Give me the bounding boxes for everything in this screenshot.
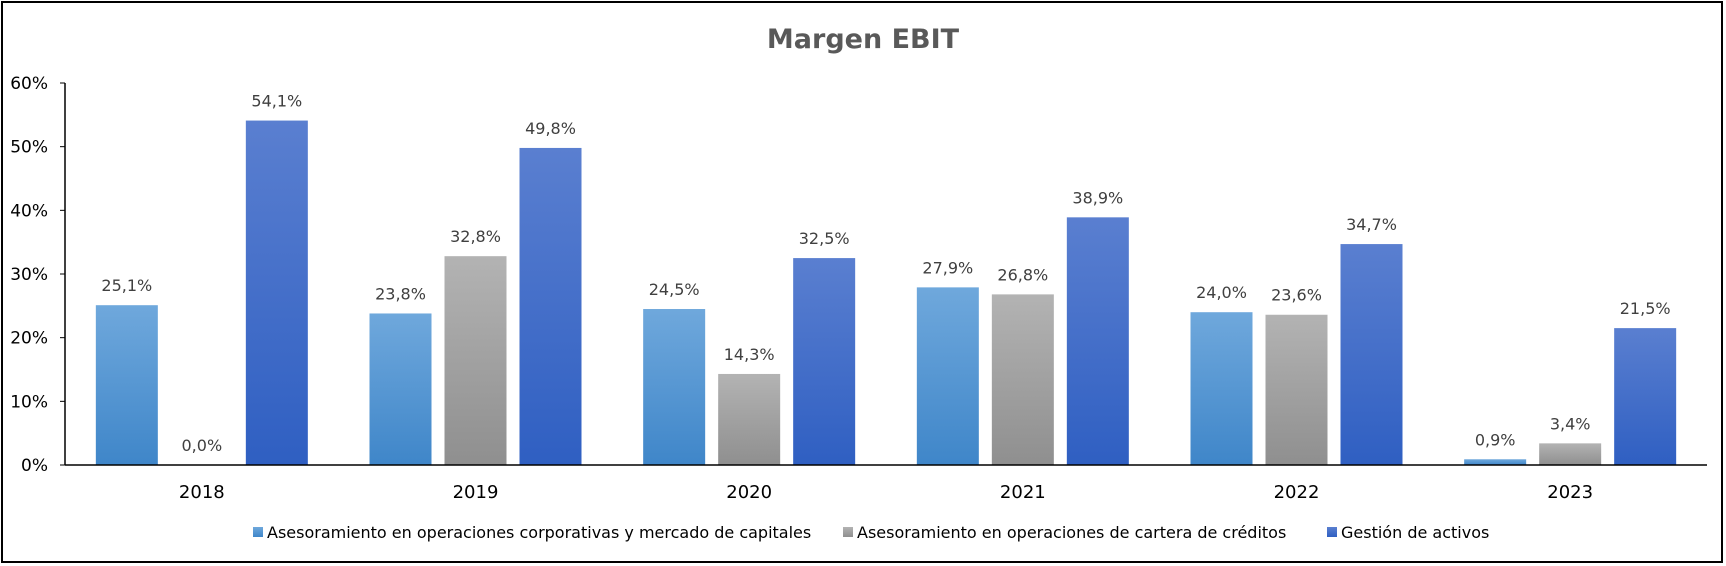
data-label: 3,4%	[1550, 414, 1591, 433]
x-tick-label: 2018	[179, 482, 225, 503]
x-tick-label: 2022	[1274, 482, 1320, 503]
bar	[1614, 328, 1677, 465]
chart-title: Margen EBIT	[767, 24, 960, 55]
x-tick-label: 2023	[1547, 482, 1593, 503]
bar	[643, 309, 706, 465]
bar	[1265, 314, 1328, 465]
bar	[991, 294, 1054, 465]
data-label: 24,0%	[1196, 283, 1247, 302]
y-axis-ticks: 0% 10% 20% 30% 40% 50% 60%	[10, 74, 65, 476]
legend-label: Asesoramiento en operaciones de cartera …	[857, 523, 1286, 542]
legend-swatch	[253, 527, 263, 537]
bar	[793, 258, 856, 465]
y-tick-label: 40%	[10, 201, 48, 221]
data-label: 32,5%	[799, 229, 850, 248]
x-tick-label: 2019	[453, 482, 499, 503]
bar	[1539, 443, 1602, 465]
bar	[1340, 244, 1403, 465]
data-label: 24,5%	[649, 280, 700, 299]
bar	[1066, 217, 1129, 465]
data-label: 38,9%	[1072, 188, 1123, 207]
legend-swatch	[843, 527, 853, 537]
y-tick-label: 30%	[10, 265, 48, 285]
legend: Asesoramiento en operaciones corporativa…	[253, 523, 1489, 542]
data-label: 23,8%	[375, 284, 426, 303]
x-axis-categories: 2018 2019 2020 2021 2022 2023	[179, 482, 1593, 503]
bar	[369, 313, 432, 465]
data-label: 27,9%	[922, 258, 973, 277]
data-label: 54,1%	[251, 92, 302, 111]
legend-swatch	[1327, 527, 1337, 537]
data-label: 0,0%	[182, 436, 223, 455]
bar	[1190, 312, 1253, 465]
y-tick-label: 20%	[10, 329, 48, 349]
data-labels: 25,1% 0,0% 54,1% 23,8% 32,8% 49,8% 24,5% 14,3% 3…	[101, 92, 1670, 455]
data-label: 25,1%	[101, 276, 152, 295]
y-tick-label: 50%	[10, 138, 48, 158]
data-label: 14,3%	[724, 345, 775, 364]
bar	[718, 373, 781, 465]
bar	[1464, 459, 1527, 465]
bar	[519, 147, 582, 465]
y-tick-label: 10%	[10, 392, 48, 412]
data-label: 0,9%	[1475, 430, 1516, 449]
data-label: 32,8%	[450, 227, 501, 246]
legend-label: Gestión de activos	[1341, 523, 1489, 542]
legend-label: Asesoramiento en operaciones corporativa…	[267, 523, 811, 542]
y-tick-label: 0%	[21, 456, 48, 476]
data-label: 49,8%	[525, 119, 576, 138]
bars	[95, 120, 1677, 466]
y-tick-label: 60%	[10, 74, 48, 94]
data-label: 21,5%	[1620, 299, 1671, 318]
bar	[245, 120, 308, 466]
data-label: 23,6%	[1271, 286, 1322, 305]
x-tick-label: 2020	[726, 482, 772, 503]
bar	[444, 256, 507, 465]
data-label: 26,8%	[997, 265, 1048, 284]
bar	[916, 287, 979, 465]
x-tick-label: 2021	[1000, 482, 1046, 503]
bar	[95, 305, 158, 465]
data-label: 34,7%	[1346, 215, 1397, 234]
